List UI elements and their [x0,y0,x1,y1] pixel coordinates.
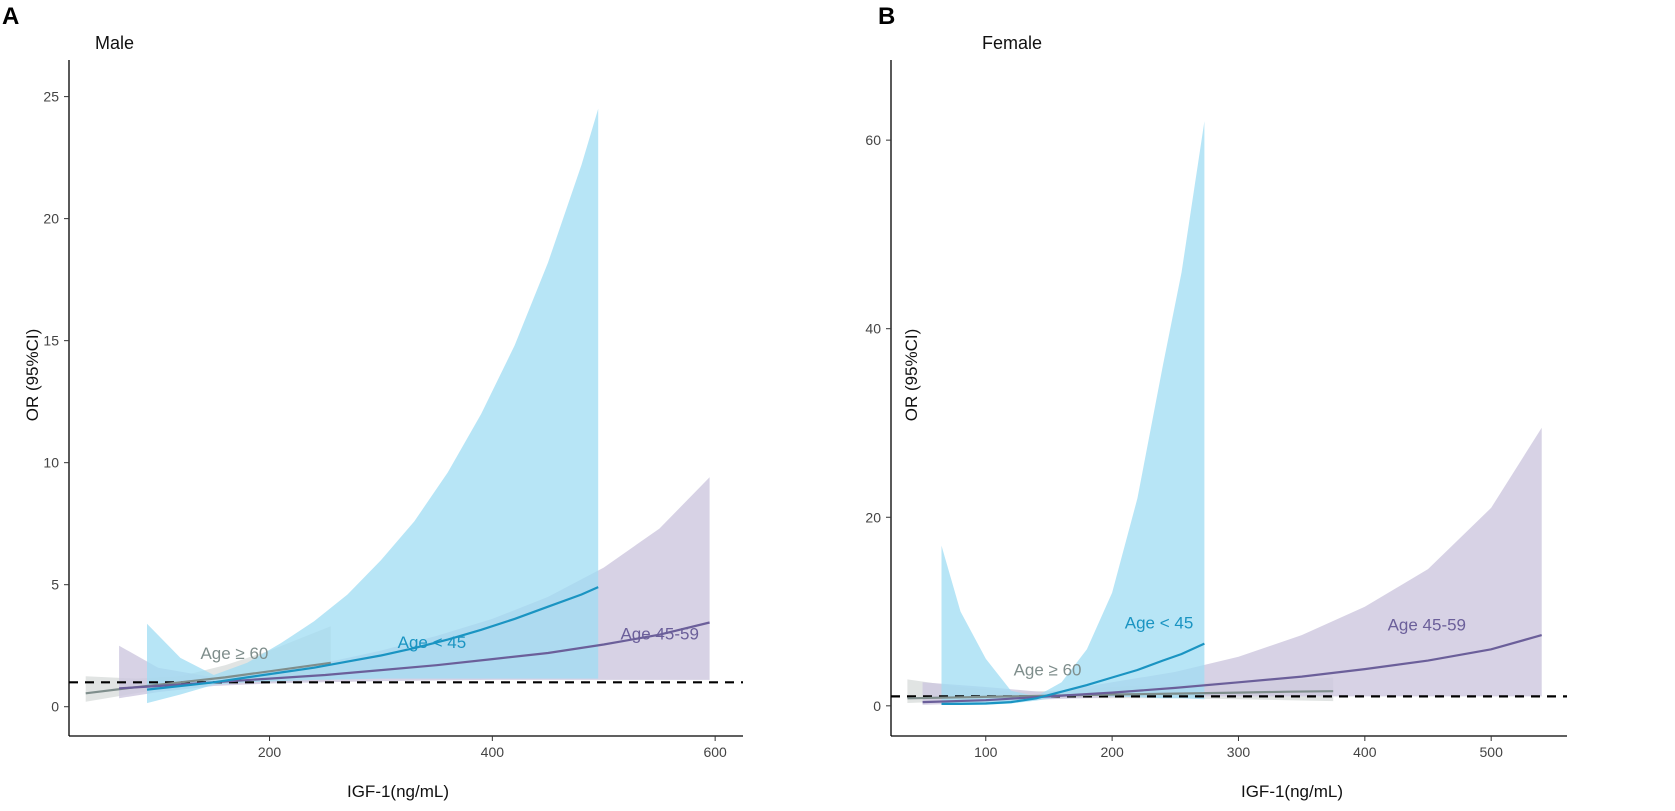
panel-letter-b: B [878,3,895,30]
x-tick-label-male: 400 [481,744,505,760]
y-tick-label-male: 5 [51,577,59,593]
x-tick-label-male: 600 [703,744,727,760]
y-tick-label-female: 0 [873,698,881,714]
panel-title-female: Female [982,33,1042,53]
y-tick-label-male: 0 [51,699,59,715]
y-axis-title-male: OR (95%CI) [23,329,42,422]
series-line-age-lt-45-male [146,586,599,691]
x-tick-label-female: 500 [1480,744,1504,760]
plot-area-male: Age < 45 Age 45-59 Age ≥ 60 200 400 600 0 5 10 15… [43,60,743,760]
y-axis-title-female: OR (95%CI) [902,329,921,422]
series-line-age-ge-60-female [907,690,1334,700]
series-label-age-lt-45-male: Age < 45 [398,633,467,652]
panel-title-male: Male [95,33,134,53]
series-label-age-45-59-male: Age 45-59 [620,625,698,644]
series-label-age-ge-60-female: Age ≥ 60 [1014,661,1082,680]
y-tick-label-male: 20 [43,211,59,227]
panel-letter-a: A [2,3,19,30]
y-tick-label-male: 25 [43,89,59,105]
series-line-age-45-59-female [922,634,1542,704]
x-tick-label-female: 300 [1227,744,1251,760]
y-tick-label-male: 15 [43,333,59,349]
y-tick-label-male: 10 [43,455,59,471]
y-tick-label-female: 60 [865,132,881,148]
y-tick-label-female: 20 [865,509,881,525]
series-line-age-lt-45-female [941,642,1205,706]
x-tick-label-female: 400 [1353,744,1377,760]
x-tick-label-female: 200 [1100,744,1124,760]
ci-band-age-lt-45-male [147,108,599,704]
x-axis-title-male: IGF-1(ng/mL) [347,782,449,801]
series-label-age-lt-45-female: Age < 45 [1125,614,1194,633]
x-tick-label-female: 100 [974,744,998,760]
series-label-age-45-59-female: Age 45-59 [1388,615,1466,634]
y-tick-label-female: 40 [865,321,881,337]
x-tick-label-male: 200 [258,744,282,760]
x-axis-title-female: IGF-1(ng/mL) [1241,782,1343,801]
ci-band-age-lt-45-female [941,121,1205,705]
series-label-age-ge-60-male: Age ≥ 60 [200,644,268,663]
ci-band-age-45-59-female [922,427,1542,705]
